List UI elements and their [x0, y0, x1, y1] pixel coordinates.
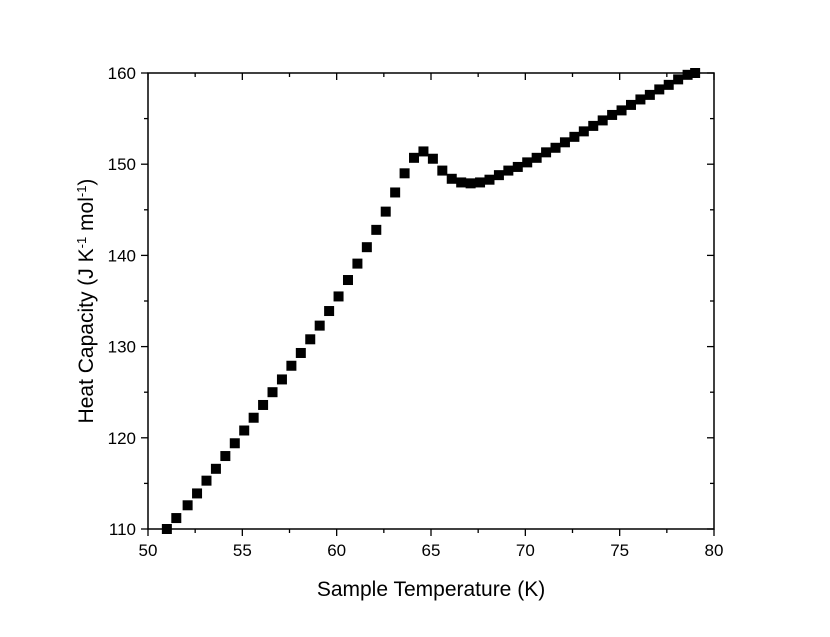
y-axis-title-sup2: -1: [74, 186, 89, 198]
data-point: [597, 115, 608, 126]
data-point: [625, 99, 636, 110]
tick-labels: 50 55 60 65 70 75 80 110 120 130 140 150 160: [108, 64, 724, 560]
data-point: [182, 500, 193, 511]
data-point: [541, 147, 552, 158]
x-tick-label: 70: [516, 541, 535, 560]
data-point: [493, 170, 504, 181]
data-point: [644, 89, 655, 100]
data-point: [409, 152, 420, 163]
data-point: [682, 69, 693, 80]
data-point: [390, 187, 401, 198]
data-point: [333, 291, 344, 302]
y-tick-label: 130: [108, 338, 136, 357]
y-tick-label: 110: [109, 520, 136, 539]
data-point: [220, 451, 231, 462]
data-point: [635, 94, 646, 105]
data-point: [531, 152, 542, 163]
data-point: [418, 146, 429, 157]
x-tick-label: 50: [139, 541, 158, 560]
data-point: [295, 347, 306, 358]
data-point: [210, 463, 221, 474]
data-point: [654, 84, 665, 95]
data-point: [258, 399, 269, 410]
data-point: [229, 438, 240, 449]
x-tick-label: 60: [327, 541, 346, 560]
data-point: [559, 137, 570, 148]
y-axis-title-prefix: Heat Capacity (J K: [75, 248, 98, 423]
data-point: [578, 126, 589, 137]
data-point: [446, 173, 457, 184]
y-axis-title-middle: mol: [75, 197, 98, 237]
x-tick-label: 75: [610, 541, 629, 560]
data-point: [171, 513, 182, 524]
data-point: [437, 165, 448, 176]
y-axis-title-sup1: -1: [74, 237, 89, 249]
data-point: [475, 177, 486, 188]
data-point: [616, 105, 627, 116]
data-point: [305, 334, 316, 345]
data-point: [314, 320, 325, 331]
data-point: [550, 142, 561, 153]
y-axis-title-suffix: ): [75, 179, 98, 186]
data-point: [522, 157, 533, 168]
y-tick-label: 140: [108, 246, 136, 265]
data-point: [286, 360, 297, 371]
data-point: [427, 153, 438, 164]
data-point: [588, 120, 599, 131]
x-tick-label: 65: [422, 541, 441, 560]
data-points: [161, 68, 701, 534]
y-tick-label: 120: [108, 429, 136, 448]
data-point: [239, 425, 250, 436]
axis-ticks: [141, 72, 715, 536]
data-point: [342, 275, 353, 286]
data-point: [456, 177, 467, 188]
y-tick-label: 150: [108, 155, 136, 174]
data-point: [371, 224, 382, 235]
data-point: [607, 109, 618, 120]
data-point: [324, 306, 335, 317]
data-point: [192, 488, 203, 499]
plot-frame: [147, 72, 715, 530]
data-point: [276, 374, 287, 385]
data-point: [267, 387, 278, 398]
y-tick-label: 160: [108, 64, 136, 83]
data-point: [673, 74, 684, 85]
data-point: [201, 475, 212, 486]
x-axis-title: Sample Temperature (K): [317, 578, 545, 601]
data-point: [361, 242, 372, 253]
data-point: [569, 131, 580, 142]
data-point: [484, 174, 495, 185]
data-point: [248, 412, 259, 423]
data-point: [399, 168, 410, 179]
data-point: [663, 79, 674, 90]
data-point: [512, 161, 523, 172]
data-point: [503, 165, 514, 176]
y-axis-title: Heat Capacity (J K-1 mol-1): [74, 179, 99, 424]
data-point: [380, 206, 391, 217]
data-point: [352, 258, 363, 269]
x-tick-label: 55: [233, 541, 252, 560]
x-tick-label: 80: [705, 541, 724, 560]
data-point: [465, 178, 476, 189]
